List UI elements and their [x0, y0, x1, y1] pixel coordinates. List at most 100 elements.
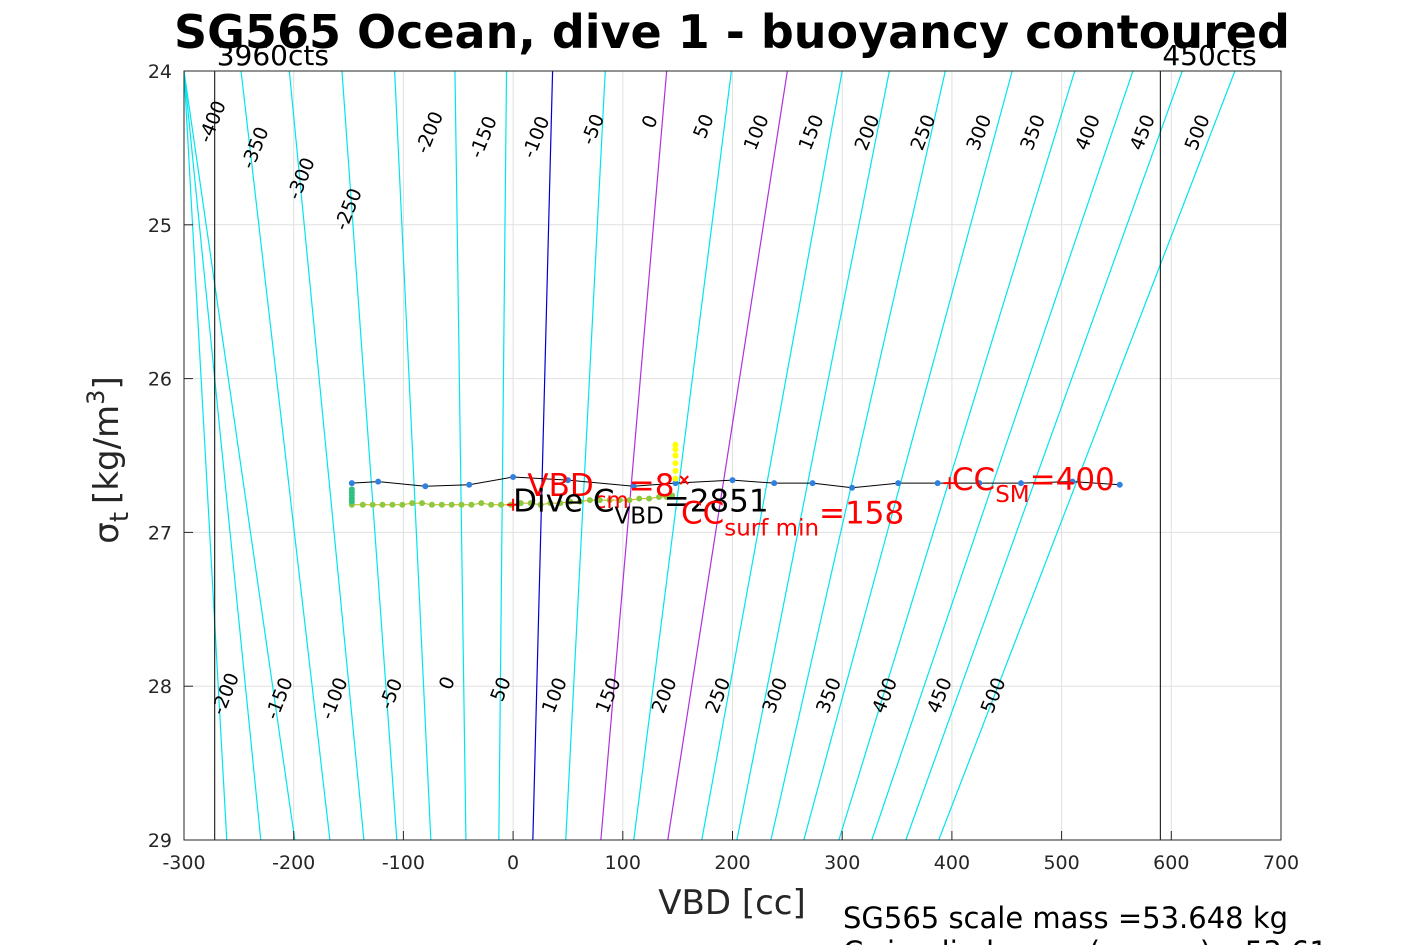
annotation-value: =158 — [819, 496, 904, 532]
y-axis-label-unit: [kg/m — [87, 405, 127, 504]
series-point — [468, 501, 475, 508]
buoyancy-contours — [184, 71, 1236, 840]
series-point — [663, 494, 670, 501]
series-point — [564, 477, 571, 484]
y-axis-label-close: ] — [87, 376, 127, 389]
series-point — [517, 500, 524, 507]
series-point — [616, 497, 623, 504]
series-point — [389, 501, 396, 508]
series-point — [1116, 481, 1123, 488]
series-point — [478, 500, 485, 507]
series-point — [606, 497, 613, 504]
series-point — [669, 492, 676, 499]
series-point — [348, 480, 355, 487]
series-point — [458, 501, 465, 508]
series-point — [438, 501, 445, 508]
y-tick-label: 28 — [148, 676, 172, 698]
y-tick-label: 27 — [148, 522, 172, 544]
annotation: CCSM=400 — [952, 462, 1115, 508]
series-point — [934, 480, 941, 487]
annotation-base: VBD — [527, 468, 593, 504]
series-point — [359, 501, 366, 508]
series-point — [448, 501, 455, 508]
y-axis-label: σt [kg/m3] — [82, 376, 135, 543]
annotation-base: CC — [681, 496, 724, 532]
y-tick-label: 29 — [148, 830, 172, 852]
series-point — [428, 501, 435, 508]
contour-line — [633, 71, 732, 840]
series-point — [626, 497, 633, 504]
svg-text:σt[kg/m3]: σt [kg/m3] — [82, 376, 135, 543]
annotation: Dive CVBD=2851 — [513, 483, 769, 529]
series-point — [630, 483, 637, 490]
series-point — [672, 467, 679, 474]
contour-line — [341, 71, 398, 840]
series-point — [849, 484, 856, 491]
x-tick-label: -200 — [272, 852, 315, 874]
series-point — [375, 478, 382, 485]
contour-line — [905, 71, 1183, 840]
annotation-sub: cm — [594, 488, 629, 514]
y-axis-label-sub: t — [105, 512, 135, 522]
y-axis-label-symbol: σ — [87, 522, 127, 544]
series-point — [771, 480, 778, 487]
series-point — [586, 497, 593, 504]
series-point — [672, 452, 679, 459]
contour-line — [938, 71, 1236, 840]
annotation: CCsurf min=158 — [681, 496, 904, 542]
series-point — [577, 498, 584, 505]
contour-line — [565, 71, 606, 840]
contour-line — [667, 71, 788, 840]
y-tick-label: 24 — [148, 61, 172, 83]
series-point — [895, 480, 902, 487]
series-point — [399, 501, 406, 508]
y-tick-label: 25 — [148, 215, 172, 237]
series-point — [409, 500, 416, 507]
x-tick-label: 300 — [824, 852, 860, 874]
contour-line — [498, 71, 508, 840]
series-point — [596, 497, 603, 504]
contour-line — [701, 71, 843, 840]
contour-line — [770, 71, 946, 840]
plus-marker — [507, 498, 520, 511]
contour-line — [288, 71, 365, 840]
x-axis-label: VBD [cc] — [658, 883, 806, 923]
contour-line — [803, 71, 1013, 840]
series-point — [488, 501, 495, 508]
contour-line — [871, 71, 1134, 840]
series-point — [672, 480, 679, 487]
x-tick-label: 100 — [605, 852, 641, 874]
series-point — [636, 495, 643, 502]
contour-line — [394, 71, 432, 840]
contour-line — [240, 71, 331, 840]
annotation-sub: SM — [995, 482, 1029, 508]
series-point — [498, 501, 505, 508]
series-point — [567, 498, 574, 505]
contour-line — [184, 71, 228, 840]
vbd-limit-label: 3960cts — [217, 39, 329, 72]
cross-marker — [679, 475, 689, 485]
contour-line — [600, 71, 668, 840]
series-point — [729, 477, 736, 484]
contour-line — [184, 71, 296, 840]
series-point — [672, 446, 679, 453]
series-point — [348, 498, 355, 505]
plus-marker — [943, 477, 956, 490]
vbd-limit-lines: 3960cts 450cts — [214, 39, 1257, 840]
annotation-value: =2851 — [664, 483, 769, 519]
chart-title: SG565 Ocean, dive 1 - buoyancy contoured — [174, 5, 1290, 59]
x-tick-label: 600 — [1153, 852, 1189, 874]
contour-line — [454, 71, 467, 840]
series-point — [557, 500, 564, 507]
series-point — [1069, 478, 1076, 485]
series-point — [809, 480, 816, 487]
annotation-value: =400 — [1030, 462, 1115, 498]
y-axis-label-sup: 3 — [82, 390, 110, 405]
vbd-limit-label: 450cts — [1162, 39, 1256, 72]
series-point — [369, 501, 376, 508]
dive-series — [348, 441, 1123, 508]
series-line — [351, 476, 1120, 489]
contour-line — [736, 71, 890, 840]
